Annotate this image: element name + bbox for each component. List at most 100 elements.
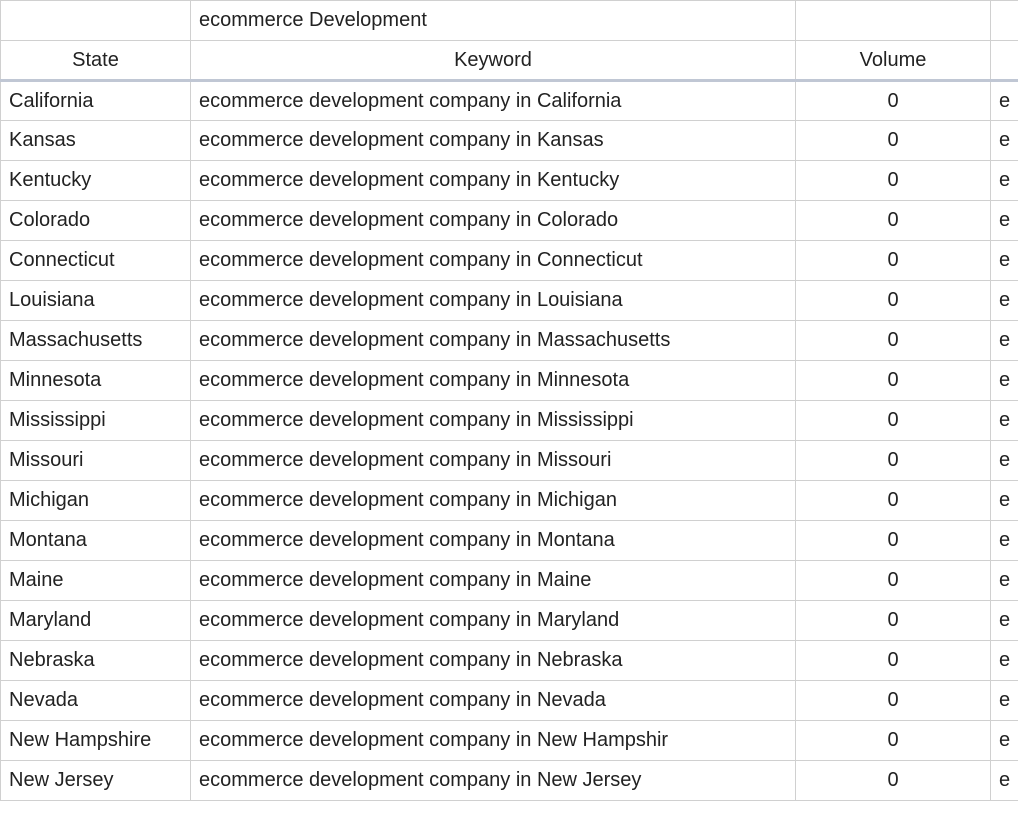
top-header-keyword-cell[interactable]: ecommerce Development: [191, 1, 796, 41]
cell-extra[interactable]: e: [991, 281, 1018, 321]
cell-extra[interactable]: e: [991, 481, 1018, 521]
column-header-extra[interactable]: [991, 41, 1018, 81]
cell-keyword[interactable]: ecommerce development company in Montana: [191, 521, 796, 561]
cell-volume[interactable]: 0: [796, 241, 991, 281]
cell-state[interactable]: Maryland: [1, 601, 191, 641]
cell-keyword[interactable]: ecommerce development company in Nebrask…: [191, 641, 796, 681]
cell-state[interactable]: New Hampshire: [1, 721, 191, 761]
cell-state[interactable]: Massachusetts: [1, 321, 191, 361]
cell-volume[interactable]: 0: [796, 641, 991, 681]
cell-extra[interactable]: e: [991, 321, 1018, 361]
cell-extra[interactable]: e: [991, 681, 1018, 721]
cell-volume[interactable]: 0: [796, 201, 991, 241]
cell-volume[interactable]: 0: [796, 601, 991, 641]
cell-volume[interactable]: 0: [796, 281, 991, 321]
table-row: Kansas ecommerce development company in …: [1, 121, 1018, 161]
cell-state[interactable]: Nevada: [1, 681, 191, 721]
cell-keyword[interactable]: ecommerce development company in Maine: [191, 561, 796, 601]
cell-state[interactable]: California: [1, 81, 191, 121]
table-row: Nebraska ecommerce development company i…: [1, 641, 1018, 681]
cell-state[interactable]: New Jersey: [1, 761, 191, 801]
cell-extra[interactable]: e: [991, 241, 1018, 281]
cell-keyword[interactable]: ecommerce development company in Kansas: [191, 121, 796, 161]
table-row: Connecticut ecommerce development compan…: [1, 241, 1018, 281]
table-row: Massachusetts ecommerce development comp…: [1, 321, 1018, 361]
cell-extra[interactable]: e: [991, 721, 1018, 761]
cell-volume[interactable]: 0: [796, 121, 991, 161]
column-header-state[interactable]: State: [1, 41, 191, 81]
cell-state[interactable]: Louisiana: [1, 281, 191, 321]
cell-extra[interactable]: e: [991, 201, 1018, 241]
column-header-keyword[interactable]: Keyword: [191, 41, 796, 81]
cell-keyword[interactable]: ecommerce development company in New Jer…: [191, 761, 796, 801]
cell-keyword[interactable]: ecommerce development company in Nevada: [191, 681, 796, 721]
cell-volume[interactable]: 0: [796, 321, 991, 361]
top-header-row: ecommerce Development: [1, 1, 1018, 41]
cell-keyword[interactable]: ecommerce development company in Minneso…: [191, 361, 796, 401]
table-row: Nevada ecommerce development company in …: [1, 681, 1018, 721]
cell-volume[interactable]: 0: [796, 81, 991, 121]
cell-keyword[interactable]: ecommerce development company in Michiga…: [191, 481, 796, 521]
top-header-volume-cell[interactable]: [796, 1, 991, 41]
cell-extra[interactable]: e: [991, 521, 1018, 561]
cell-extra[interactable]: e: [991, 121, 1018, 161]
cell-state[interactable]: Montana: [1, 521, 191, 561]
cell-state[interactable]: Missouri: [1, 441, 191, 481]
cell-state[interactable]: Kentucky: [1, 161, 191, 201]
cell-state[interactable]: Nebraska: [1, 641, 191, 681]
cell-state[interactable]: Kansas: [1, 121, 191, 161]
table-row: Kentucky ecommerce development company i…: [1, 161, 1018, 201]
cell-keyword[interactable]: ecommerce development company in Massach…: [191, 321, 796, 361]
cell-state[interactable]: Mississippi: [1, 401, 191, 441]
cell-state[interactable]: Colorado: [1, 201, 191, 241]
table-row: Michigan ecommerce development company i…: [1, 481, 1018, 521]
cell-volume[interactable]: 0: [796, 161, 991, 201]
cell-extra[interactable]: e: [991, 161, 1018, 201]
cell-extra[interactable]: e: [991, 601, 1018, 641]
cell-extra[interactable]: e: [991, 561, 1018, 601]
table-row: California ecommerce development company…: [1, 81, 1018, 121]
cell-state[interactable]: Michigan: [1, 481, 191, 521]
table-row: Maine ecommerce development company in M…: [1, 561, 1018, 601]
table-row: Colorado ecommerce development company i…: [1, 201, 1018, 241]
table-row: Louisiana ecommerce development company …: [1, 281, 1018, 321]
cell-volume[interactable]: 0: [796, 401, 991, 441]
cell-volume[interactable]: 0: [796, 721, 991, 761]
cell-keyword[interactable]: ecommerce development company in Kentuck…: [191, 161, 796, 201]
cell-volume[interactable]: 0: [796, 561, 991, 601]
top-header-empty-cell[interactable]: [1, 1, 191, 41]
spreadsheet-body: ecommerce Development State Keyword Volu…: [1, 1, 1018, 801]
table-row: Minnesota ecommerce development company …: [1, 361, 1018, 401]
cell-extra[interactable]: e: [991, 441, 1018, 481]
cell-volume[interactable]: 0: [796, 681, 991, 721]
cell-extra[interactable]: e: [991, 401, 1018, 441]
table-row: New Jersey ecommerce development company…: [1, 761, 1018, 801]
cell-state[interactable]: Connecticut: [1, 241, 191, 281]
cell-keyword[interactable]: ecommerce development company in New Ham…: [191, 721, 796, 761]
cell-keyword[interactable]: ecommerce development company in Missour…: [191, 441, 796, 481]
cell-state[interactable]: Minnesota: [1, 361, 191, 401]
cell-keyword[interactable]: ecommerce development company in Colorad…: [191, 201, 796, 241]
cell-keyword[interactable]: ecommerce development company in Califor…: [191, 81, 796, 121]
cell-keyword[interactable]: ecommerce development company in Louisia…: [191, 281, 796, 321]
column-header-row: State Keyword Volume: [1, 41, 1018, 81]
table-row: Maryland ecommerce development company i…: [1, 601, 1018, 641]
cell-extra[interactable]: e: [991, 81, 1018, 121]
cell-extra[interactable]: e: [991, 641, 1018, 681]
cell-volume[interactable]: 0: [796, 521, 991, 561]
cell-volume[interactable]: 0: [796, 441, 991, 481]
top-header-extra-cell[interactable]: [991, 1, 1018, 41]
cell-volume[interactable]: 0: [796, 761, 991, 801]
cell-state[interactable]: Maine: [1, 561, 191, 601]
table-row: New Hampshire ecommerce development comp…: [1, 721, 1018, 761]
cell-volume[interactable]: 0: [796, 361, 991, 401]
column-header-volume[interactable]: Volume: [796, 41, 991, 81]
cell-extra[interactable]: e: [991, 361, 1018, 401]
cell-extra[interactable]: e: [991, 761, 1018, 801]
cell-keyword[interactable]: ecommerce development company in Marylan…: [191, 601, 796, 641]
cell-keyword[interactable]: ecommerce development company in Mississ…: [191, 401, 796, 441]
table-row: Montana ecommerce development company in…: [1, 521, 1018, 561]
cell-volume[interactable]: 0: [796, 481, 991, 521]
spreadsheet-table[interactable]: ecommerce Development State Keyword Volu…: [0, 0, 1018, 801]
cell-keyword[interactable]: ecommerce development company in Connect…: [191, 241, 796, 281]
